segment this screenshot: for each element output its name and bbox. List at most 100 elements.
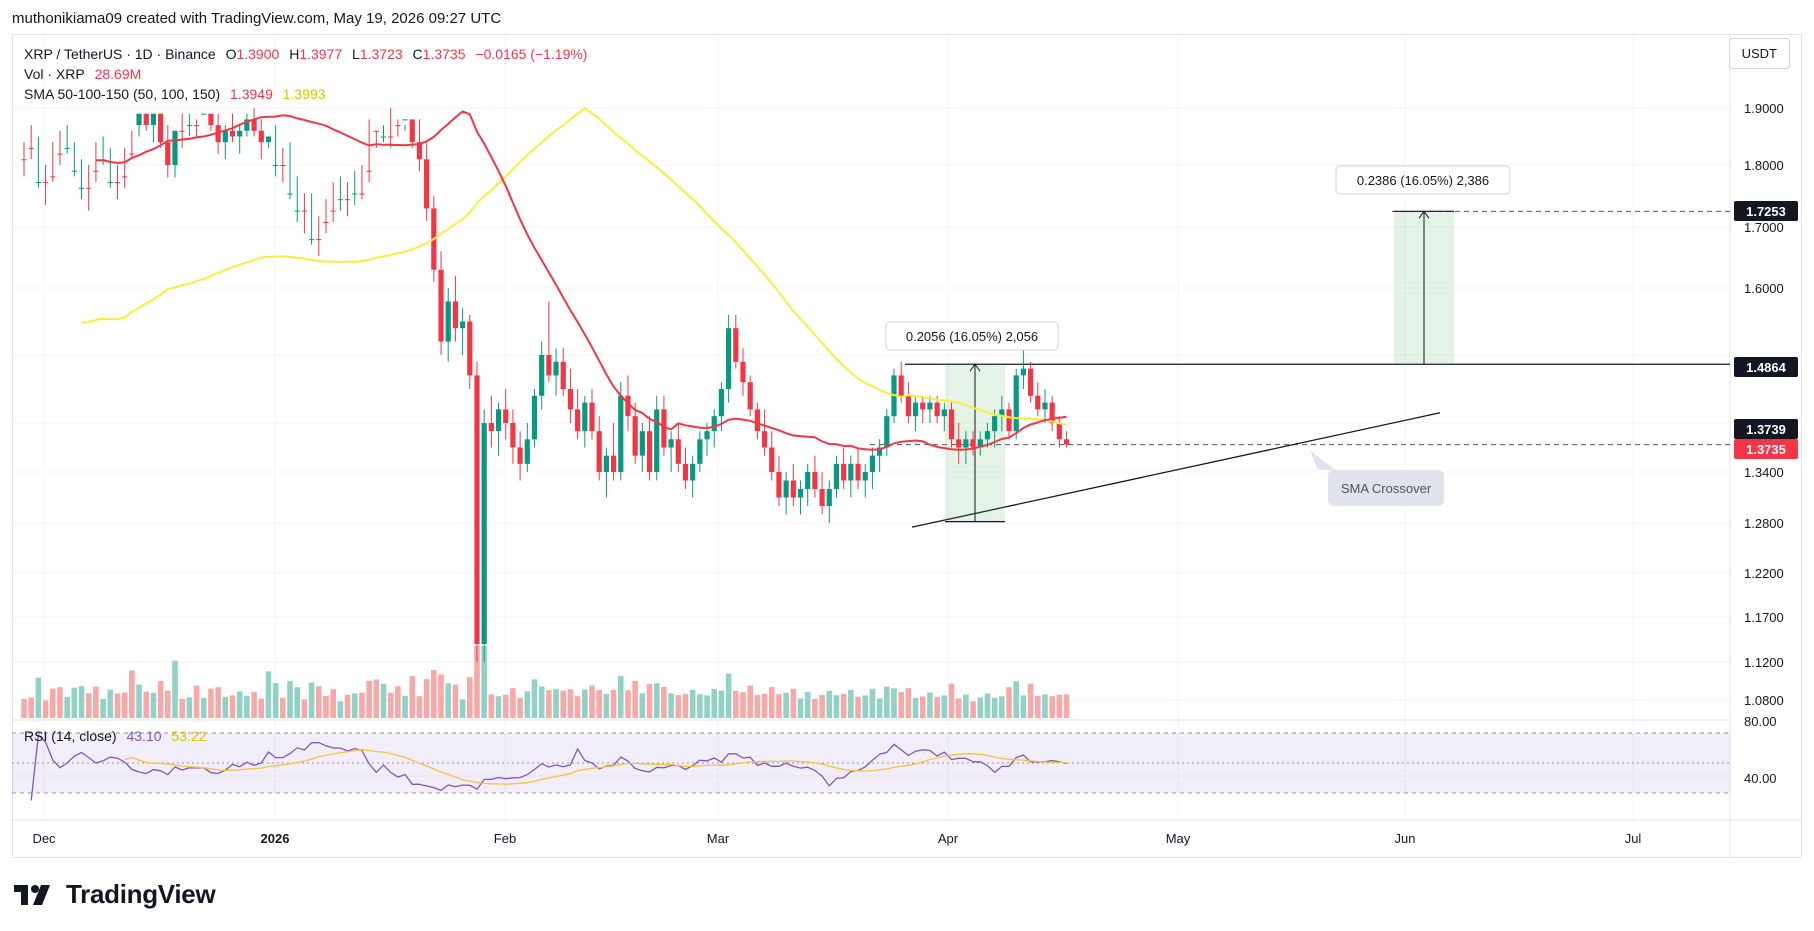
volume-bar (474, 646, 480, 718)
volume-bar (265, 671, 272, 718)
volume-bar (653, 683, 660, 718)
candle-body (531, 395, 538, 440)
volume-bar (445, 683, 452, 718)
volume-bar (804, 691, 811, 718)
price-tick-label: 1.1700 (1744, 610, 1784, 625)
currency-button[interactable]: USDT (1728, 38, 1790, 69)
volume-bar (208, 688, 214, 718)
candle-body (352, 193, 358, 195)
volume-bar (1063, 694, 1070, 718)
price-label-box (1734, 439, 1798, 459)
candle-body (539, 355, 545, 396)
volume-bar (524, 691, 531, 718)
candle-body (395, 125, 401, 127)
volume-bar (229, 695, 236, 718)
sma50-line (95, 110, 1067, 451)
candle-body (567, 389, 574, 410)
candle-body (582, 402, 588, 432)
legend-volume: Vol · XRP 28.69M (24, 66, 147, 82)
candle-body (610, 455, 617, 472)
candle-body (761, 431, 768, 448)
volume-bar (1042, 694, 1048, 718)
legend-volume-label[interactable]: Vol · XRP (24, 66, 85, 82)
legend-close: C1.3735 (412, 46, 466, 62)
moving-averages (81, 106, 1067, 451)
candle-body (711, 416, 717, 432)
price-tick-label: 1.8000 (1744, 158, 1784, 173)
candle-body (28, 147, 34, 149)
candle-body (618, 395, 624, 472)
candle-body (258, 130, 264, 143)
time-tick-label: Jul (1625, 831, 1642, 846)
time-tick-label: 2026 (261, 831, 290, 846)
candle-body (920, 402, 926, 410)
volume-bar (1020, 695, 1027, 718)
volume-bar (42, 700, 49, 718)
candle-body (984, 431, 991, 440)
volume-bar (955, 698, 962, 718)
candle-body (956, 439, 962, 448)
volume-bar (93, 686, 99, 718)
price-label: 1.7253 (1746, 204, 1786, 219)
candle-body (833, 463, 840, 489)
legend-ohlc: XRP / TetherUS · 1D · Binance O1.3900 H1… (24, 46, 593, 62)
volume-bar (373, 679, 380, 718)
candle-body (359, 193, 365, 195)
volume-bar (21, 698, 27, 718)
candle-body (912, 402, 919, 417)
candle-body (1042, 402, 1048, 410)
volume-bar (970, 701, 976, 718)
candle-body (265, 136, 272, 143)
volume-bar (596, 690, 602, 718)
candle-body (510, 423, 516, 448)
volume-bar (538, 686, 545, 718)
volume-bar (790, 688, 797, 718)
chart-frame[interactable] (12, 34, 1802, 858)
candle-body (280, 165, 286, 166)
candle-body (869, 455, 876, 472)
volume-bar (668, 693, 674, 718)
volume-bar (675, 695, 682, 718)
legend-rsi-label[interactable]: RSI (14, close) (24, 728, 117, 744)
legend-symbol[interactable]: XRP / TetherUS · 1D · Binance (24, 46, 216, 62)
candle-body (114, 182, 121, 184)
sma100-line (81, 106, 1067, 426)
tradingview-logo[interactable]: TradingView (14, 879, 216, 910)
candle-body (57, 153, 63, 155)
volume-bar (323, 695, 329, 718)
tradingview-logo-icon (14, 884, 50, 905)
volume-bar (136, 684, 142, 718)
candle-body (848, 463, 854, 481)
price-label-box (1734, 419, 1798, 439)
volume-bar (78, 686, 85, 718)
candle-body (575, 409, 581, 432)
measure-label-box-2 (1335, 165, 1511, 195)
candle-body (1006, 409, 1012, 432)
price-label: 1.4864 (1746, 360, 1787, 375)
legend-sma-label[interactable]: SMA 50-100-150 (50, 100, 150) (24, 86, 221, 102)
volume-bar (546, 690, 552, 718)
candle-body (877, 447, 883, 456)
volume-bar (35, 677, 42, 718)
volume-bar (287, 680, 293, 718)
price-tick-label: 1.3400 (1744, 465, 1784, 480)
volume-bar (912, 697, 919, 718)
volume-bar (884, 686, 890, 718)
volume-bar (251, 691, 257, 718)
candle-body (682, 463, 689, 481)
volume-bar (862, 695, 869, 718)
candle-body (309, 239, 315, 241)
volume-bar (431, 670, 437, 718)
volume-bar (64, 696, 70, 718)
candle-body (596, 431, 602, 472)
volume-bar (682, 693, 689, 718)
candle-body (517, 447, 523, 464)
volume-bar (488, 694, 495, 718)
volume-bar (157, 681, 164, 718)
candle-body (697, 439, 703, 464)
volume-bar (366, 680, 372, 718)
candle-body (129, 153, 135, 155)
candle-body (208, 113, 214, 126)
legend-sma: SMA 50-100-150 (50, 100, 150) 1.3949 1.3… (24, 86, 332, 102)
